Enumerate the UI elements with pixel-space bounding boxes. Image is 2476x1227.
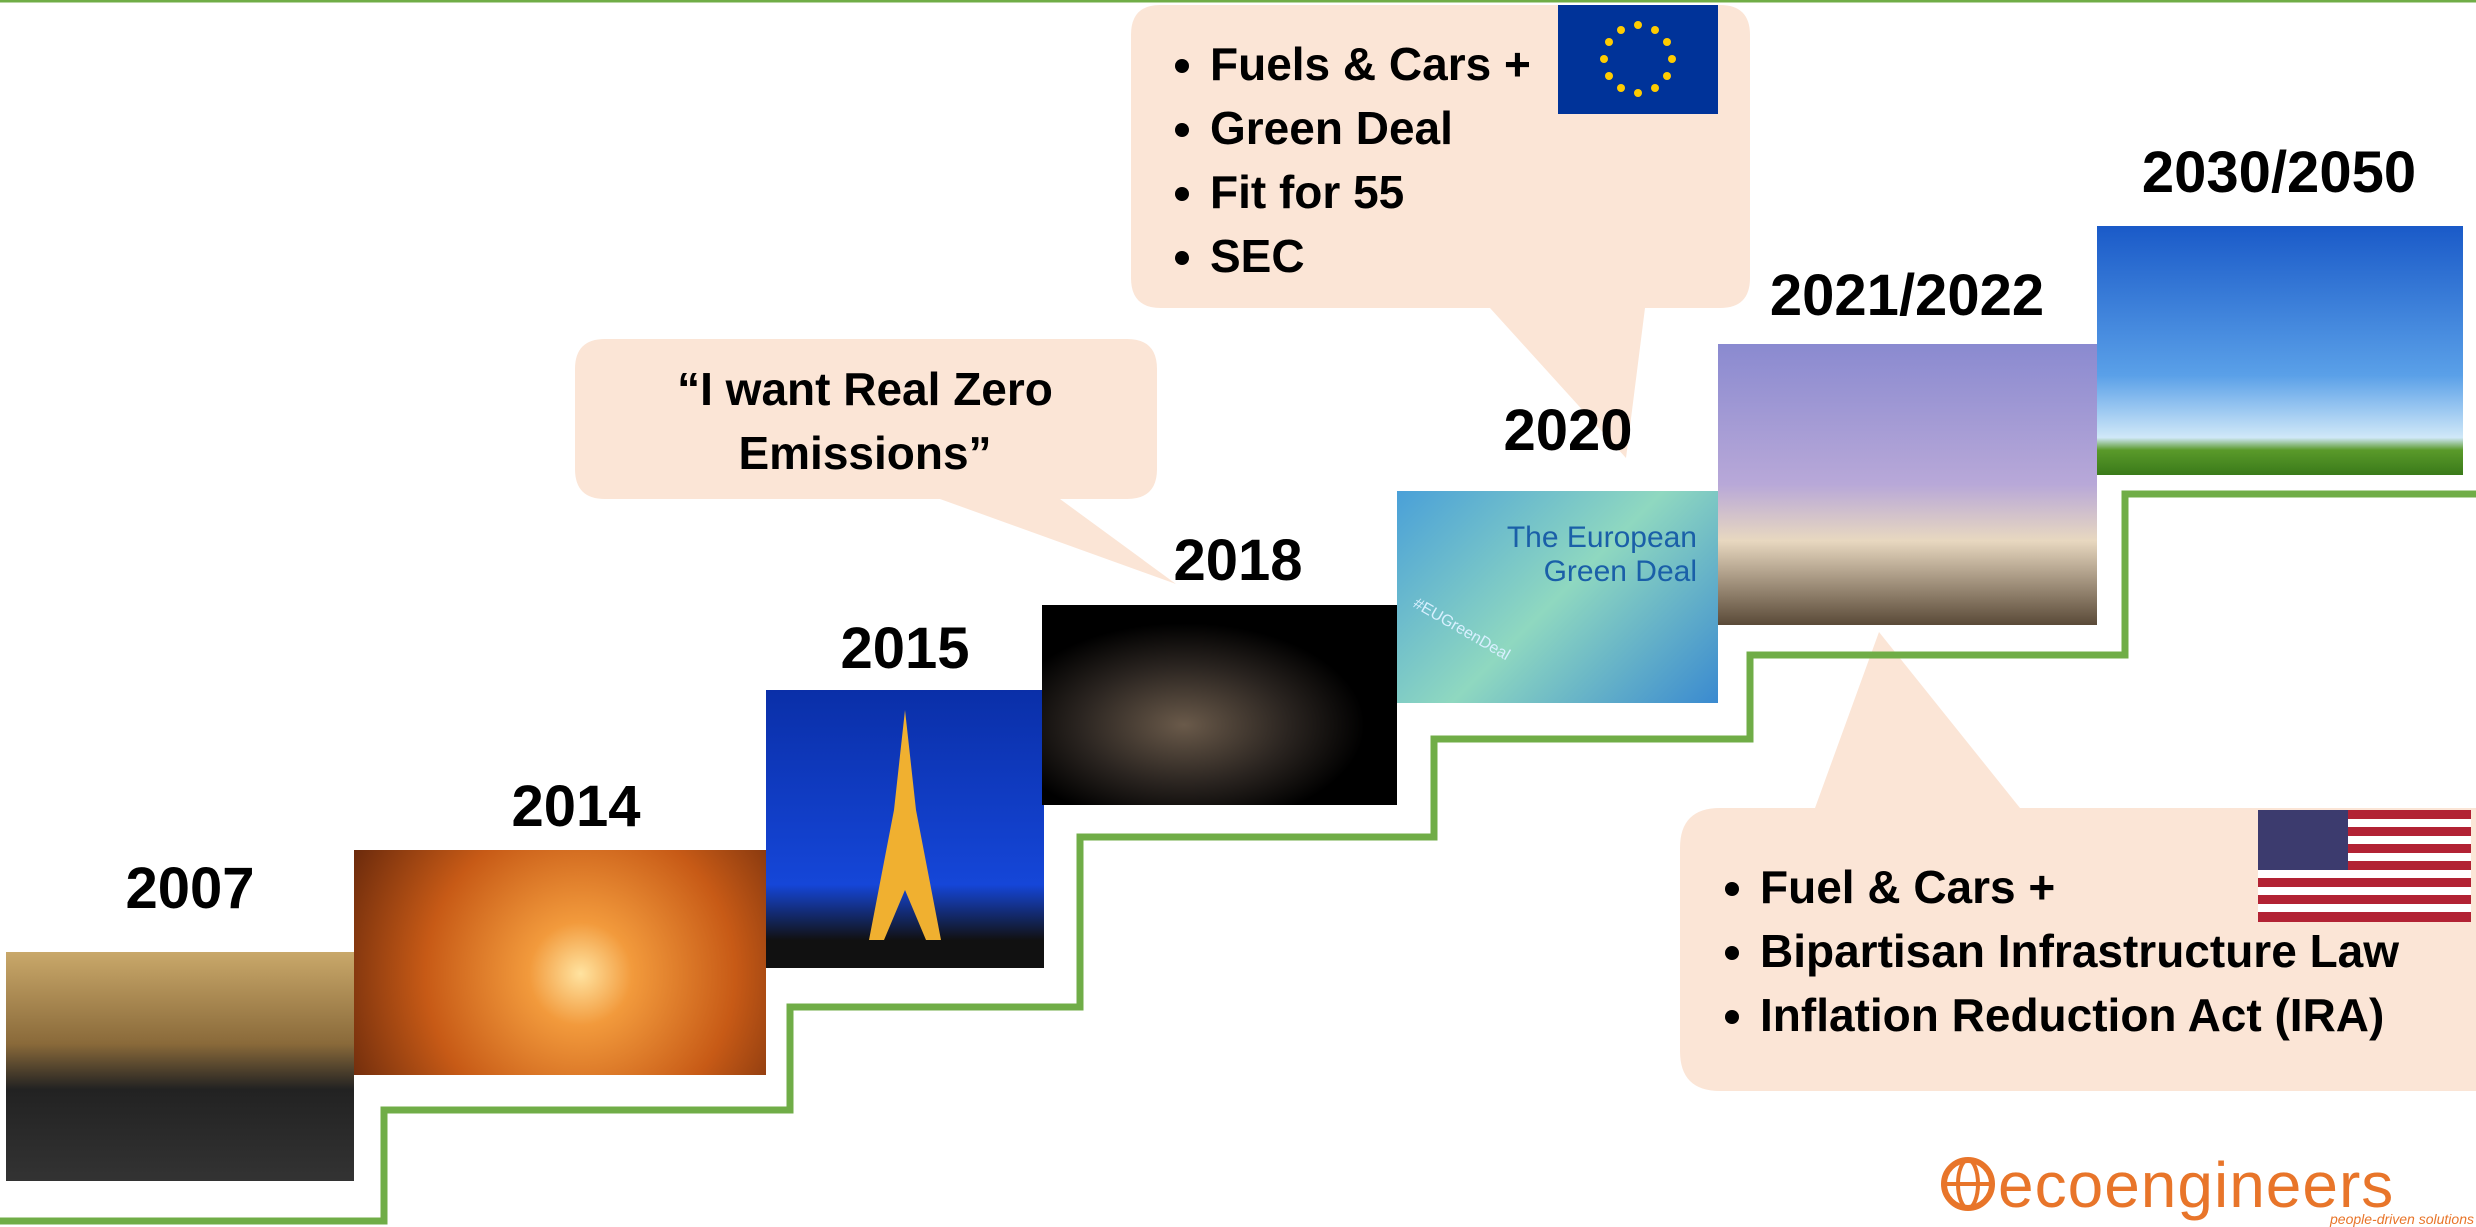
us-item: Fuel & Cars + bbox=[1760, 855, 2399, 919]
photo-eiffel-tower bbox=[766, 690, 1044, 968]
us-item: Inflation Reduction Act (IRA) bbox=[1760, 983, 2399, 1047]
eu-image-title: The European Green Deal bbox=[1437, 521, 1697, 589]
us-item: Bipartisan Infrastructure Law bbox=[1760, 919, 2399, 983]
milestone-year: 2020 bbox=[1503, 397, 1632, 464]
photo-nobel-ceremony bbox=[6, 952, 354, 1181]
milestone-year: 2014 bbox=[511, 773, 640, 840]
eu-item: SEC bbox=[1210, 224, 1531, 288]
eu-callout: Fuels & Cars + Green Deal Fit for 55 SEC bbox=[1150, 32, 1531, 288]
milestone-year: 2021/2022 bbox=[1770, 262, 2044, 329]
logo-globe bbox=[1944, 1160, 1992, 1208]
milestone-year: 2030/2050 bbox=[2142, 139, 2416, 206]
eu-item: Fit for 55 bbox=[1210, 160, 1531, 224]
photo-speaker bbox=[1042, 605, 1397, 805]
photo-sky bbox=[2097, 226, 2463, 475]
milestone-year: 2018 bbox=[1173, 527, 1302, 594]
us-callout: Fuel & Cars + Bipartisan Infrastructure … bbox=[1700, 855, 2399, 1047]
slide: The European Green Deal #EUGreenDeal 200… bbox=[0, 0, 2476, 1227]
photo-smokestacks bbox=[354, 850, 766, 1075]
eiffel-sketch bbox=[766, 690, 1044, 968]
milestone-year: 2015 bbox=[840, 615, 969, 682]
eu-item: Green Deal bbox=[1210, 96, 1531, 160]
eu-image-hashtag: #EUGreenDeal bbox=[1410, 595, 1513, 665]
eu-item: Fuels & Cars + bbox=[1210, 32, 1531, 96]
quote-text: “I want Real Zero Emissions” bbox=[640, 357, 1090, 485]
eu-flag bbox=[1558, 5, 1718, 114]
logo-tagline: people-driven solutions bbox=[2330, 1211, 2474, 1227]
photo-capitol bbox=[1718, 344, 2097, 625]
milestone-year: 2007 bbox=[125, 855, 254, 922]
photo-eu-green-deal: The European Green Deal #EUGreenDeal bbox=[1397, 491, 1718, 703]
